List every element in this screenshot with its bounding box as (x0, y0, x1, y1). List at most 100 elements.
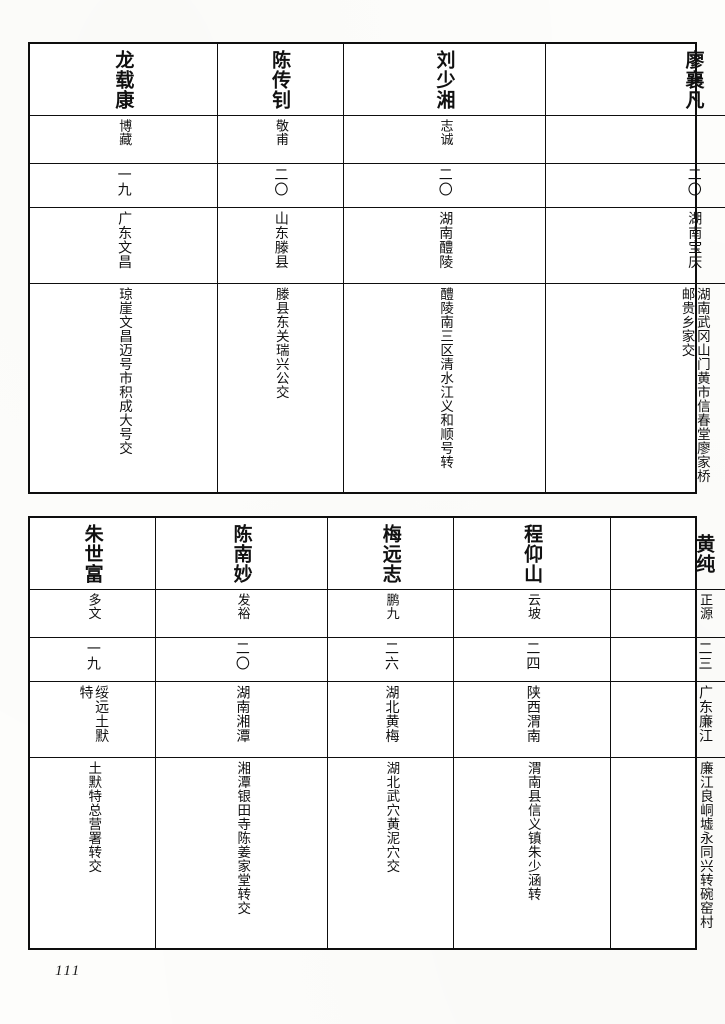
entry-origin: 湖南湘潭 (156, 682, 327, 758)
entry-address-text: 廉江良峒墟永同兴转碗窑村 (696, 761, 711, 929)
entry-address: 湘潭银田寺陈姜家堂转交 (156, 758, 327, 948)
entry-address: 琼崖文昌迈号市积成大号交 (30, 284, 217, 492)
entry-name: 廖襄凡 (546, 44, 725, 116)
entry-origin-text: 湖南醴陵 (437, 211, 453, 269)
entry-address-text: 湘潭银田寺陈姜家堂转交 (234, 761, 249, 915)
roster-entry: 龙载康博藏一九广东文昌琼崖文昌迈号市积成大号交 (30, 44, 217, 492)
entry-name-text: 陈南妙 (232, 524, 252, 584)
entry-alias-text: 正源 (697, 593, 711, 620)
roster-entry: 陈南妙发裕二〇湖南湘潭湘潭银田寺陈姜家堂转交 (155, 518, 327, 948)
entry-name: 黄纯 (611, 518, 725, 590)
entry-origin-text: 湖南湘潭 (234, 685, 250, 743)
entry-name: 梅远志 (328, 518, 453, 590)
entry-address-text: 琼崖文昌迈号市积成大号交 (116, 287, 131, 455)
entry-age-text: 二〇 (437, 167, 452, 197)
entry-address-text: 湖南武冈山门黄市信春堂廖家桥邮贵乡家交 (678, 287, 709, 489)
entry-alias: 鹏九 (328, 590, 453, 638)
entry-origin: 绥远土默特 (30, 682, 155, 758)
entry-age: 二三 (611, 638, 725, 682)
roster-entry: 刘少湘志诚二〇湖南醴陵醴陵南三区清水江义和顺号转 (343, 44, 546, 492)
entry-name-text: 廖襄凡 (683, 50, 703, 110)
entry-age: 二〇 (156, 638, 327, 682)
entry-alias: 正源 (611, 590, 725, 638)
document-page: 龙载康博藏一九广东文昌琼崖文昌迈号市积成大号交陈传钊敬甫二〇山东滕县滕县东关瑞兴… (0, 0, 725, 1024)
entry-origin-text: 广东文昌 (115, 211, 131, 269)
entry-address-text: 醴陵南三区清水江义和顺号转 (437, 287, 452, 469)
entry-name-text: 程仰山 (522, 524, 542, 584)
entry-origin-text: 湖北黄梅 (383, 685, 399, 743)
entry-alias: 志诚 (344, 116, 546, 164)
entry-age: 二六 (328, 638, 453, 682)
entry-alias-text: 博藏 (116, 119, 130, 146)
entry-name: 龙载康 (30, 44, 217, 116)
entry-name: 陈传钊 (218, 44, 343, 116)
entry-alias: 发裕 (156, 590, 327, 638)
entry-name-text: 陈传钊 (270, 50, 290, 110)
roster-table-top: 龙载康博藏一九广东文昌琼崖文昌迈号市积成大号交陈传钊敬甫二〇山东滕县滕县东关瑞兴… (28, 42, 697, 494)
entry-alias-text: 敬甫 (273, 119, 287, 146)
entry-address: 醴陵南三区清水江义和顺号转 (344, 284, 546, 492)
entry-address: 滕县东关瑞兴公交 (218, 284, 343, 492)
entry-age-text: 二六 (383, 641, 398, 671)
roster-table-bottom: 朱世富多文一九绥远土默特土默特总营署转交陈南妙发裕二〇湖南湘潭湘潭银田寺陈姜家堂… (28, 516, 697, 950)
entry-name-text: 梅远志 (381, 524, 401, 584)
entry-age: 二〇 (344, 164, 546, 208)
entry-origin-text: 湖南宝庆 (686, 211, 702, 269)
entry-address: 湖南武冈山门黄市信春堂廖家桥邮贵乡家交 (546, 284, 725, 492)
entry-age-text: 二四 (525, 641, 540, 671)
entry-age: 二四 (454, 638, 610, 682)
roster-entry: 廖襄凡二〇湖南宝庆湖南武冈山门黄市信春堂廖家桥邮贵乡家交 (545, 44, 725, 492)
entry-origin: 湖南醴陵 (344, 208, 546, 284)
entry-name: 刘少湘 (344, 44, 546, 116)
entry-origin-text: 广东廉江 (696, 685, 712, 743)
entry-alias-text: 志诚 (437, 119, 451, 146)
entry-origin: 广东文昌 (30, 208, 217, 284)
entry-origin: 广东廉江 (611, 682, 725, 758)
page-number: 111 (55, 963, 81, 980)
entry-age-text: 二〇 (686, 167, 701, 197)
entry-alias: 多文 (30, 590, 155, 638)
entry-age-text: 二三 (697, 641, 712, 671)
entry-address: 湖北武穴黄泥穴交 (328, 758, 453, 948)
roster-entry: 陈传钊敬甫二〇山东滕县滕县东关瑞兴公交 (217, 44, 343, 492)
entry-alias (546, 116, 725, 164)
entry-origin: 湖南宝庆 (546, 208, 725, 284)
entry-alias: 云坡 (454, 590, 610, 638)
entry-age-text: 一九 (116, 167, 131, 197)
entry-age: 二〇 (218, 164, 343, 208)
roster-entry: 梅远志鹏九二六湖北黄梅湖北武穴黄泥穴交 (327, 518, 453, 948)
roster-entry: 朱世富多文一九绥远土默特土默特总营署转交 (30, 518, 155, 948)
entry-name-text: 黄纯 (694, 534, 714, 574)
roster-entry: 程仰山云坡二四陕西渭南渭南县信义镇朱少涵转 (453, 518, 610, 948)
entry-alias-text: 鹏九 (384, 593, 398, 620)
entry-name-text: 龙载康 (113, 50, 133, 110)
entry-address: 渭南县信义镇朱少涵转 (454, 758, 610, 948)
entry-age-text: 一九 (85, 641, 100, 671)
entry-address-text: 湖北武穴黄泥穴交 (383, 761, 398, 873)
entry-address-text: 滕县东关瑞兴公交 (272, 287, 287, 399)
entry-alias-text: 多文 (85, 593, 99, 620)
entry-name-text: 朱世富 (82, 524, 102, 584)
entry-origin-text: 绥远土默特 (77, 685, 108, 754)
entry-origin-text: 陕西渭南 (524, 685, 540, 743)
entry-address: 廉江良峒墟永同兴转碗窑村 (611, 758, 725, 948)
entry-origin: 山东滕县 (218, 208, 343, 284)
entry-alias: 博藏 (30, 116, 217, 164)
entry-name: 陈南妙 (156, 518, 327, 590)
entry-address: 土默特总营署转交 (30, 758, 155, 948)
entry-age: 二〇 (546, 164, 725, 208)
entry-alias: 敬甫 (218, 116, 343, 164)
entry-origin: 陕西渭南 (454, 682, 610, 758)
entry-alias-text: 发裕 (235, 593, 249, 620)
entry-alias-text: 云坡 (525, 593, 539, 620)
entry-age-text: 二〇 (234, 641, 249, 671)
entry-age-text: 二〇 (273, 167, 288, 197)
entry-name-text: 刘少湘 (434, 50, 454, 110)
entry-age: 一九 (30, 638, 155, 682)
entry-address-text: 土默特总营署转交 (85, 761, 100, 873)
roster-entry: 黄纯正源二三广东廉江廉江良峒墟永同兴转碗窑村 (610, 518, 725, 948)
entry-origin-text: 山东滕县 (272, 211, 288, 269)
entry-address-text: 渭南县信义镇朱少涵转 (524, 761, 539, 901)
entry-name: 朱世富 (30, 518, 155, 590)
entry-name: 程仰山 (454, 518, 610, 590)
